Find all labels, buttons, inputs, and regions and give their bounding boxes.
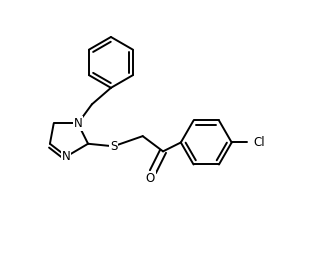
Text: O: O	[146, 172, 155, 185]
Text: Cl: Cl	[254, 136, 265, 149]
Text: N: N	[74, 117, 82, 130]
Text: S: S	[110, 140, 117, 153]
Text: N: N	[62, 150, 71, 163]
